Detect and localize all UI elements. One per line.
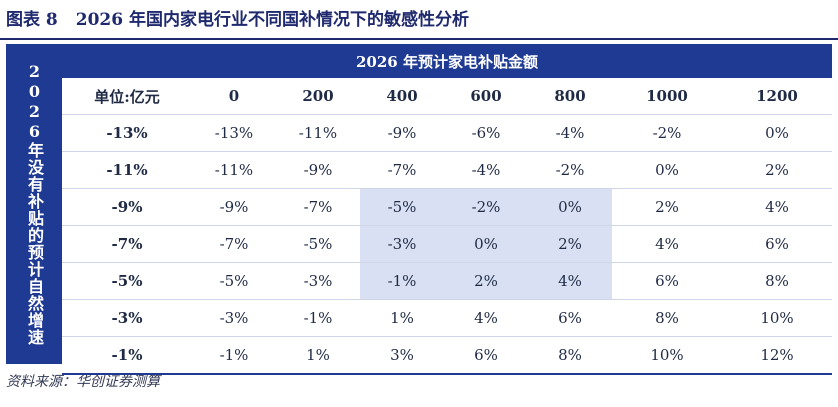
table-cell: 0% (528, 188, 612, 226)
unit-label: 单位:亿元 (62, 78, 192, 115)
table-cell: 6% (722, 225, 832, 263)
table-cell: -9% (192, 188, 276, 226)
table-cell: 3% (360, 336, 444, 375)
column-header: 400 (360, 78, 444, 115)
table-cell: 4% (444, 299, 528, 337)
table-cell: -4% (528, 114, 612, 152)
table-cell: 0% (444, 225, 528, 263)
table-cell: -5% (276, 225, 360, 263)
table-cell: -7% (276, 188, 360, 226)
table-cell: 2% (722, 151, 832, 189)
table-cell: 12% (722, 336, 832, 375)
table-header-row: 单位:亿元 0 200 400 600 800 1000 1200 (62, 78, 832, 115)
column-header: 800 (528, 78, 612, 115)
table-row: -1% -1% 1% 3% 6% 8% 10% 12% (62, 336, 832, 375)
row-group-header: 2026年没有补贴的预计自然增速 (6, 44, 62, 364)
table-cell: 0% (722, 114, 832, 152)
column-group-header-text: 2026 年预计家电补贴金额 (356, 52, 538, 71)
table-cell: -1% (276, 299, 360, 337)
table-cell: -7% (192, 225, 276, 263)
table-row: -11% -11% -9% -7% -4% -2% 0% 2% (62, 151, 832, 189)
table-cell: -9% (360, 114, 444, 152)
row-header: -1% (62, 336, 192, 375)
figure-title-text: 2026 年国内家电行业不同国补情况下的敏感性分析 (75, 10, 469, 30)
table-cell: -3% (360, 225, 444, 263)
figure-number: 图表 8 (6, 10, 58, 30)
figure-title: 图表 8 2026 年国内家电行业不同国补情况下的敏感性分析 (6, 5, 469, 35)
table-cell: 8% (612, 299, 722, 337)
table-cell: -3% (276, 262, 360, 300)
table-cell: 10% (722, 299, 832, 337)
column-header: 200 (276, 78, 360, 115)
table-cell: -2% (528, 151, 612, 189)
table-cell: -5% (192, 262, 276, 300)
table-cell: 8% (722, 262, 832, 300)
table-cell: -2% (444, 188, 528, 226)
table-cell: -9% (276, 151, 360, 189)
sensitivity-table: 单位:亿元 0 200 400 600 800 1000 1200 -13% -13% -11% -9… (62, 78, 832, 375)
table-cell: 4% (722, 188, 832, 226)
table-cell: 1% (360, 299, 444, 337)
table-cell: -1% (192, 336, 276, 375)
table-row: -3% -3% -1% 1% 4% 6% 8% 10% (62, 299, 832, 337)
table-cell: 8% (528, 336, 612, 375)
table-cell: -11% (276, 114, 360, 152)
table-cell: 6% (612, 262, 722, 300)
row-group-header-text: 2026年没有补贴的预计自然增速 (25, 62, 44, 346)
table-cell: -7% (360, 151, 444, 189)
title-divider (0, 38, 838, 40)
table-cell: 2% (612, 188, 722, 226)
row-header: -3% (62, 299, 192, 337)
table-cell: 4% (528, 262, 612, 300)
table-cell: -3% (192, 299, 276, 337)
table-cell: 2% (528, 225, 612, 263)
column-header: 600 (444, 78, 528, 115)
column-header: 1000 (612, 78, 722, 115)
row-header: -5% (62, 262, 192, 300)
table-cell: -13% (192, 114, 276, 152)
table-row: -9% -9% -7% -5% -2% 0% 2% 4% (62, 188, 832, 226)
table-cell: 6% (528, 299, 612, 337)
table-row: -7% -7% -5% -3% 0% 2% 4% 6% (62, 225, 832, 263)
row-header: -11% (62, 151, 192, 189)
row-header: -9% (62, 188, 192, 226)
table-cell: 4% (612, 225, 722, 263)
table-cell: -5% (360, 188, 444, 226)
table-cell: -2% (612, 114, 722, 152)
table-cell: -4% (444, 151, 528, 189)
column-header: 0 (192, 78, 276, 115)
table-cell: 0% (612, 151, 722, 189)
table-cell: -6% (444, 114, 528, 152)
table-cell: 10% (612, 336, 722, 375)
column-header: 1200 (722, 78, 832, 115)
table-row: -5% -5% -3% -1% 2% 4% 6% 8% (62, 262, 832, 300)
table-cell: -11% (192, 151, 276, 189)
column-group-header: 2026 年预计家电补贴金额 (62, 44, 832, 78)
table-cell: 6% (444, 336, 528, 375)
table-cell: 2% (444, 262, 528, 300)
row-header: -7% (62, 225, 192, 263)
table-cell: 1% (276, 336, 360, 375)
row-header: -13% (62, 114, 192, 152)
table-cell: -1% (360, 262, 444, 300)
table-row: -13% -13% -11% -9% -6% -4% -2% 0% (62, 114, 832, 152)
source-note: 资料来源：华创证券测算 (6, 374, 160, 390)
